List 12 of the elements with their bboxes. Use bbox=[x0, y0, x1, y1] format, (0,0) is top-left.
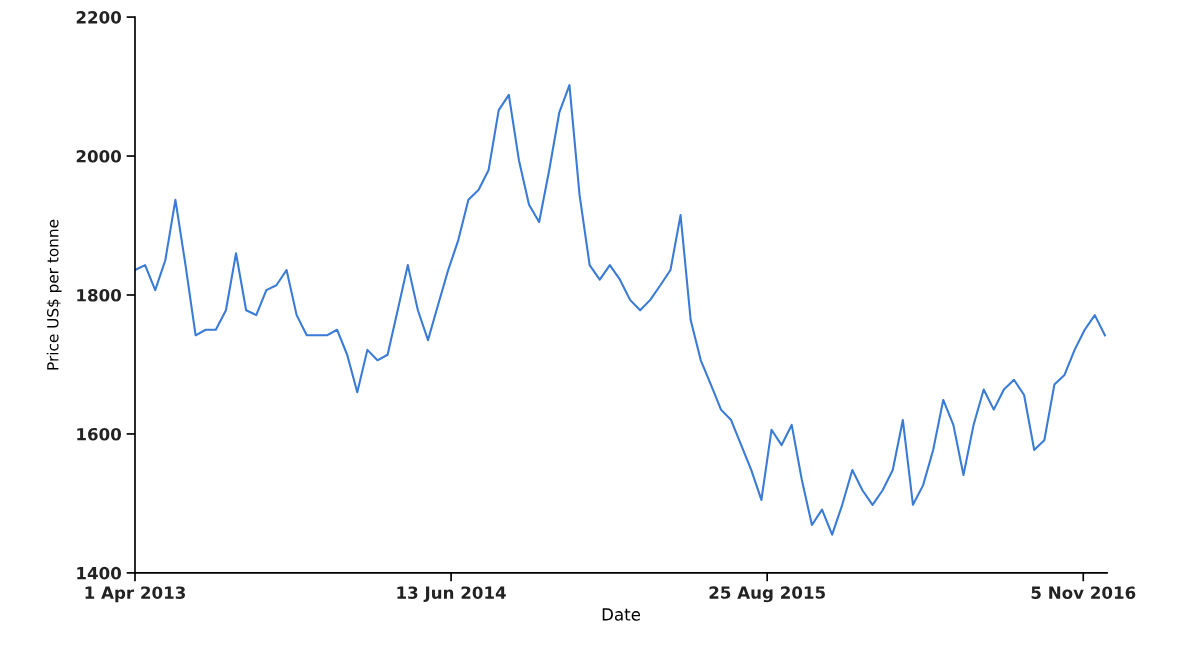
y-tick-label: 2000 bbox=[76, 150, 122, 163]
y-axis-title: Price US$ per tonne bbox=[46, 219, 62, 370]
x-tick-label: 5 Nov 2016 bbox=[1031, 586, 1136, 599]
x-tick-label: 25 Aug 2015 bbox=[709, 586, 825, 603]
y-tick-label: 1600 bbox=[77, 427, 122, 441]
y-tick-label: 1800 bbox=[77, 288, 122, 302]
x-axis-title: Date bbox=[602, 608, 641, 621]
y-tick-label: 1400 bbox=[77, 566, 122, 580]
y-tick-label: 2200 bbox=[76, 11, 122, 24]
x-tick-label: 1 Apr 2013 bbox=[85, 586, 185, 603]
x-tick-label: 13 Jun 2014 bbox=[397, 586, 506, 603]
line-series bbox=[135, 84, 1106, 536]
